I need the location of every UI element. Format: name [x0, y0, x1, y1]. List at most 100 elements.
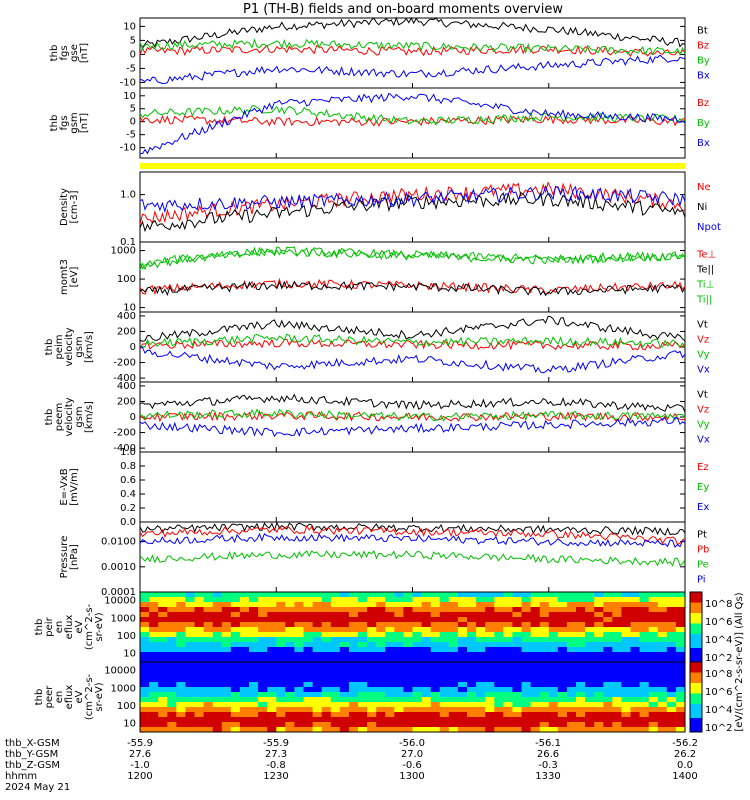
- spectrogram-cell: [548, 697, 559, 703]
- spectrogram-cell: [339, 682, 350, 688]
- x-tick-label: -55.9: [127, 738, 153, 749]
- colorbar-cell: [690, 725, 702, 729]
- spectrogram-cell: [648, 657, 659, 663]
- spectrogram-cell: [339, 597, 350, 603]
- spectrogram-cell: [621, 652, 631, 658]
- spectrogram-cell: [494, 672, 504, 678]
- spectrogram-cell: [448, 677, 459, 683]
- spectrogram-cell: [339, 647, 350, 653]
- spectrogram-cell: [303, 712, 314, 718]
- spectrogram-cell: [312, 712, 323, 718]
- spectrogram-cell: [666, 707, 677, 713]
- spectrogram-cell: [657, 637, 668, 643]
- spectrogram-cell: [430, 712, 441, 718]
- spectrogram-cell: [330, 662, 341, 668]
- spectrogram-cell: [585, 717, 595, 723]
- spectrogram-cell: [358, 627, 368, 633]
- spectrogram-cell: [221, 682, 232, 688]
- colorbar-cell: [690, 602, 702, 607]
- spectrogram-cell: [521, 677, 532, 683]
- spectrogram-cell: [594, 702, 604, 708]
- spectrogram-cell: [675, 702, 686, 708]
- status-bar: [140, 163, 685, 169]
- spectrogram-cell: [167, 642, 177, 648]
- spectrogram-cell: [585, 692, 595, 698]
- spectrogram-cell: [285, 657, 295, 663]
- spectrogram-cell: [212, 642, 223, 648]
- spectrogram-cell: [594, 727, 604, 733]
- spectrogram-cell: [212, 627, 223, 633]
- spectrogram-cell: [612, 622, 622, 628]
- spectrogram-cell: [330, 677, 341, 683]
- spectrogram-cell: [258, 662, 268, 668]
- spectrogram-cell: [212, 707, 223, 713]
- spectrogram-cell: [412, 632, 423, 638]
- spectrogram-cell: [294, 647, 304, 653]
- y-tick-label: 0.1: [120, 237, 136, 248]
- spectrogram-cell: [675, 652, 686, 658]
- spectrogram-cell: [539, 597, 550, 603]
- spectrogram-cell: [321, 622, 332, 628]
- spectrogram-cell: [630, 672, 641, 678]
- spectrogram-cell: [439, 687, 450, 693]
- spectrogram-cell: [612, 702, 622, 708]
- spectrogram-cell: [476, 682, 486, 688]
- spectrogram-cell: [285, 642, 295, 648]
- spectrogram-cell: [521, 662, 532, 668]
- spectrogram-cell: [376, 657, 386, 663]
- spectrogram-cell: [385, 622, 395, 628]
- spectrogram-cell: [539, 697, 550, 703]
- spectrogram-cell: [385, 717, 395, 723]
- spectrogram-cell: [412, 677, 423, 683]
- panel-peim_velocity: thb peim velocity gsm [km/s]4002000-200-400V…: [44, 311, 710, 384]
- spectrogram-cell: [467, 727, 477, 733]
- spectrogram-cell: [457, 677, 468, 683]
- spectrogram-cell: [530, 687, 541, 693]
- spectrogram-cell: [494, 712, 504, 718]
- spectrogram-cell: [321, 687, 332, 693]
- spectrogram-cell: [303, 642, 314, 648]
- spectrogram-cell: [348, 727, 359, 733]
- spectrogram-cell: [149, 712, 159, 718]
- spectrogram-cell: [358, 682, 368, 688]
- legend-entry: Te||: [696, 265, 714, 276]
- spectrogram-cell: [185, 642, 195, 648]
- spectrogram-cell: [594, 627, 604, 633]
- spectrogram-cell: [185, 637, 195, 643]
- spectrogram-cell: [158, 647, 168, 653]
- spectrogram-cell: [621, 597, 631, 603]
- spectrogram-cell: [348, 592, 359, 598]
- spectrogram-cell: [566, 637, 577, 643]
- spectrogram-cell: [221, 727, 232, 733]
- spectrogram-cell: [612, 662, 622, 668]
- spectrogram-cell: [203, 722, 214, 728]
- spectrogram-cell: [476, 717, 486, 723]
- spectrogram-cell: [657, 642, 668, 648]
- spectrogram-cell: [294, 682, 304, 688]
- spectrogram-cell: [503, 672, 513, 678]
- spectrogram-cell: [203, 717, 214, 723]
- spectrogram-cell: [666, 647, 677, 653]
- spectrogram-cell: [276, 622, 286, 628]
- spectrogram-cell: [530, 622, 541, 628]
- spectrogram-cell: [494, 727, 504, 733]
- spectrogram-cell: [439, 662, 450, 668]
- panel-ylabel-line: (cm^2-s-: [84, 603, 95, 650]
- spectrogram-cell: [312, 677, 323, 683]
- spectrogram-cell: [557, 657, 568, 663]
- y-tick-label: 0: [130, 117, 136, 128]
- spectrogram-cell: [485, 632, 495, 638]
- legend-entry: Bx: [697, 71, 710, 82]
- spectrogram-cell: [603, 667, 613, 673]
- spectrogram-cell: [267, 717, 277, 723]
- spectrogram-cell: [621, 612, 631, 618]
- spectrogram-cell: [403, 667, 413, 673]
- y-tick-label: 0.0001: [101, 587, 136, 598]
- spectrogram-cell: [230, 612, 241, 618]
- spectrogram-cell: [421, 602, 432, 608]
- spectrogram-cell: [512, 677, 522, 683]
- spectrogram-cell: [158, 717, 168, 723]
- panel-ylabel-line: peir: [44, 616, 55, 636]
- spectrogram-cell: [321, 722, 332, 728]
